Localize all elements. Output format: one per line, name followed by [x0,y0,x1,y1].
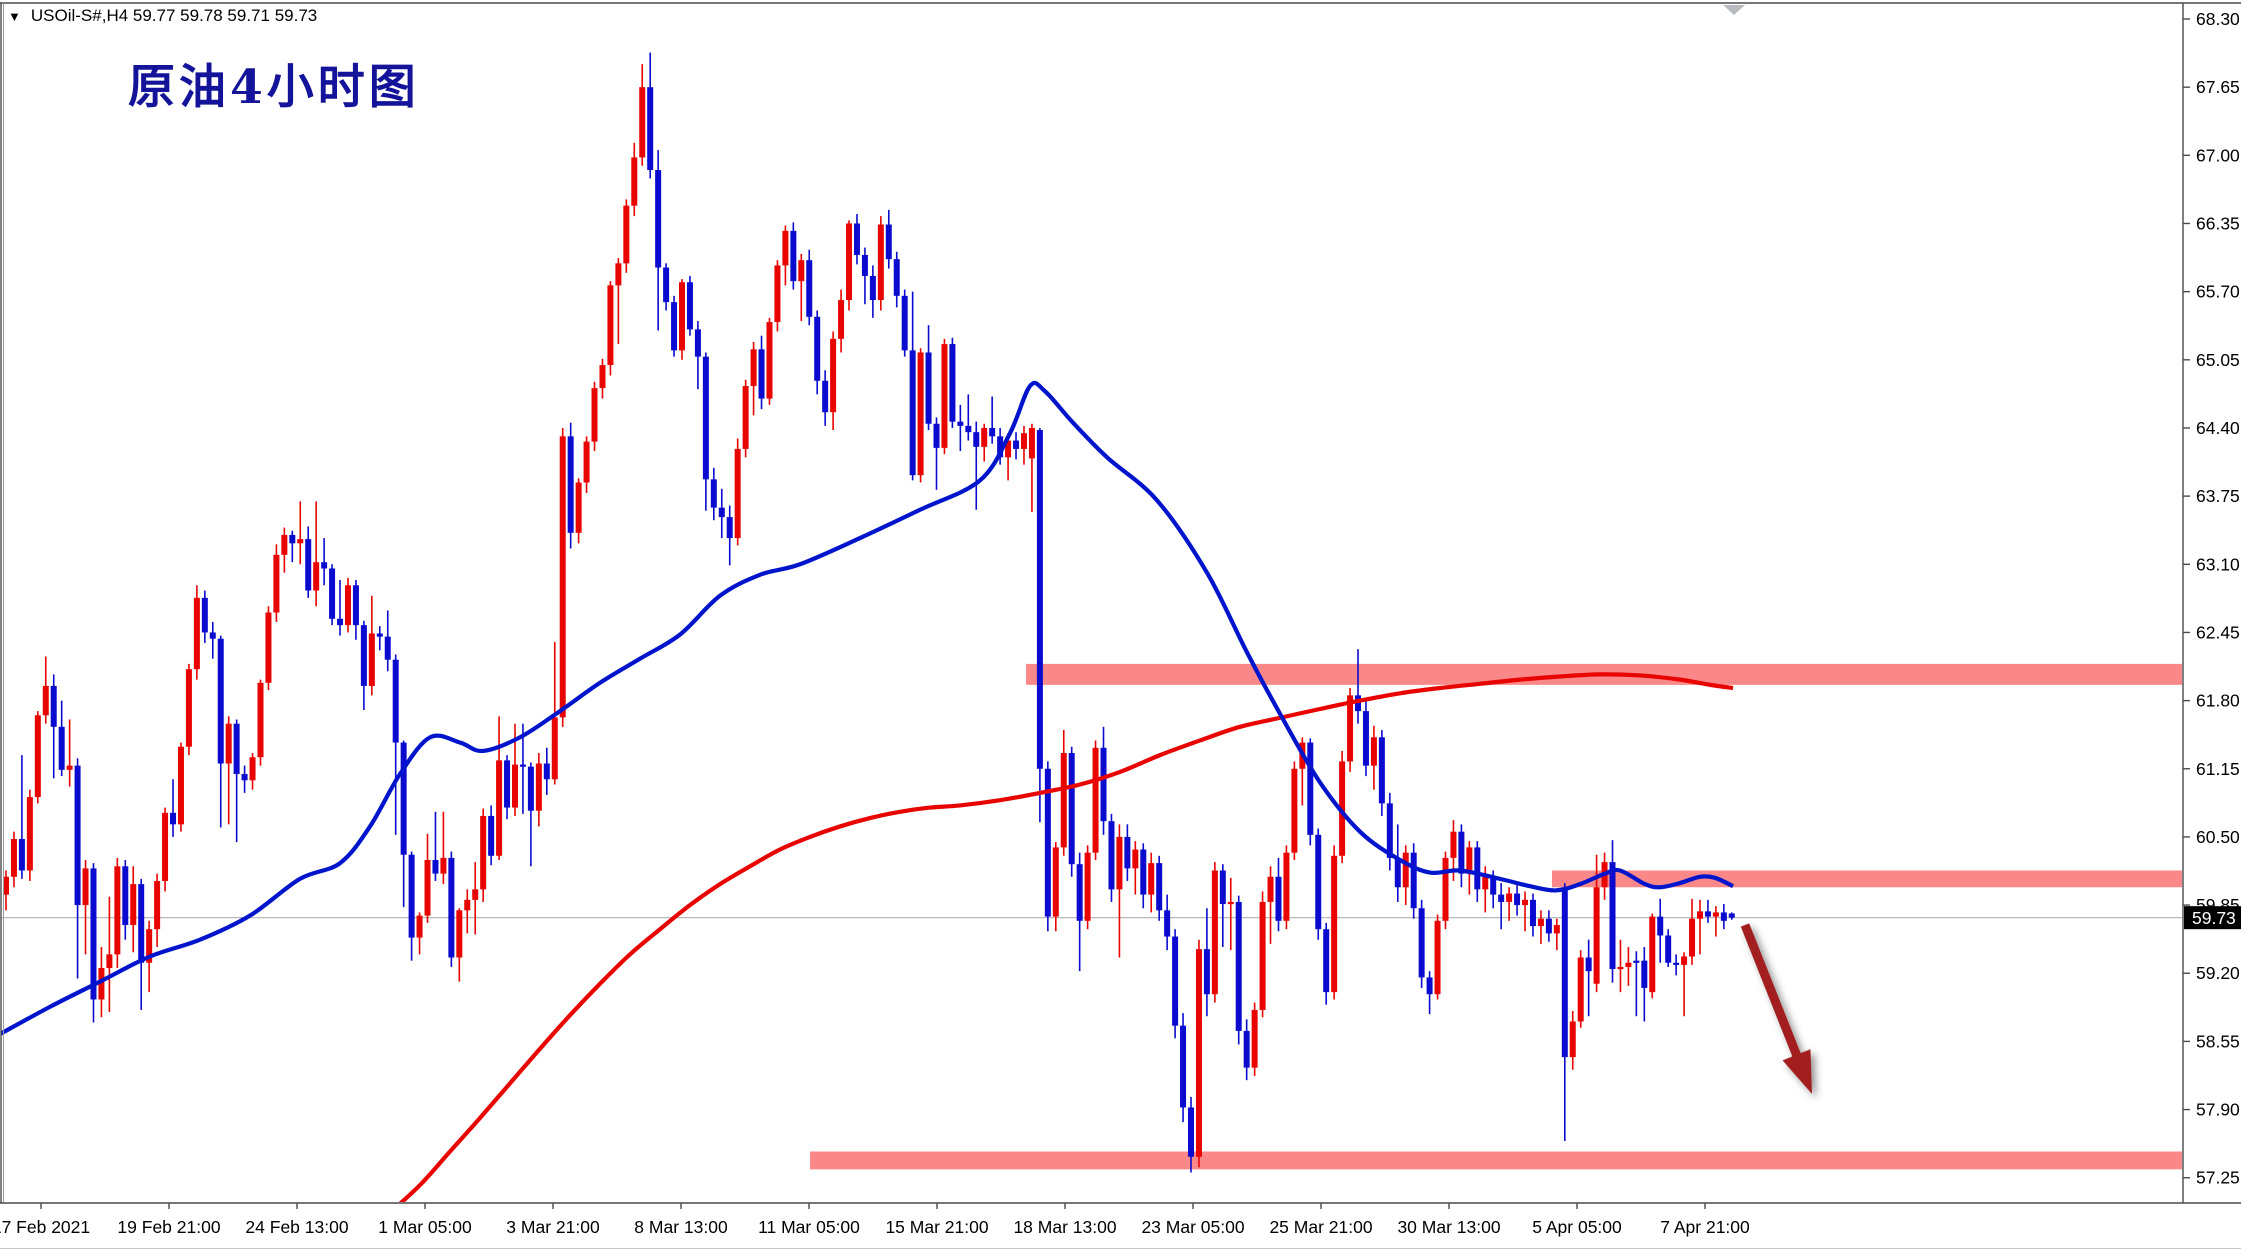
price-tick-label: 65.70 [2196,282,2240,302]
ma-fast-blue-line [1,380,1734,1036]
price-tick-label: 64.40 [2196,418,2240,438]
candlestick-series [3,52,1735,1173]
ma-slow-red-line [398,672,1734,1202]
down-arrow-annotation [1740,923,1812,1094]
time-tick-label: 5 Apr 05:00 [1532,1217,1622,1237]
price-axis[interactable]: 68.30 67.65 67.00 66.35 65.70 65.05 64.40 63.75… [2183,9,2240,1188]
current-price-tag: 59.73 [2184,906,2241,930]
time-tick-label: 3 Mar 21:00 [506,1217,600,1237]
price-tick-label: 65.05 [2196,350,2240,370]
zone-support-bottom [810,1151,2182,1170]
autoscroll-triangle-icon[interactable] [1723,5,1745,15]
price-tick-label: 59.20 [2196,963,2240,983]
time-axis[interactable]: 17 Feb 2021 19 Feb 21:00 24 Feb 13:00 1 Mar… [0,1203,1750,1237]
price-tick-label: 57.25 [2196,1168,2240,1188]
time-tick-label: 7 Apr 21:00 [1660,1217,1750,1237]
price-tick-label: 57.90 [2196,1100,2240,1120]
time-tick-label: 25 Mar 21:00 [1269,1217,1372,1237]
price-tick-label: 61.80 [2196,691,2240,711]
price-tick-label: 63.75 [2196,486,2240,506]
symbol-title-bar[interactable]: ▼ USOil-S#,H4 59.77 59.78 59.71 59.73 [8,6,317,26]
price-tick-label: 68.30 [2196,9,2240,29]
price-tick-label: 62.45 [2196,622,2240,642]
price-tick-label: 58.55 [2196,1031,2240,1051]
annotation-title: 原油4小时图 [128,60,420,115]
price-tick-label: 67.00 [2196,145,2240,165]
svg-text:59.73: 59.73 [2192,908,2236,928]
symbol-dropdown-icon[interactable]: ▼ [8,8,21,24]
time-tick-label: 17 Feb 2021 [0,1217,90,1237]
time-tick-label: 11 Mar 05:00 [758,1217,860,1237]
time-tick-label: 30 Mar 13:00 [1397,1217,1500,1237]
price-tick-label: 67.65 [2196,77,2240,97]
time-tick-label: 8 Mar 13:00 [634,1217,728,1237]
price-tick-label: 63.10 [2196,554,2240,574]
time-tick-label: 23 Mar 05:00 [1141,1217,1244,1237]
price-tick-label: 66.35 [2196,213,2240,233]
time-tick-label: 24 Feb 13:00 [245,1217,348,1237]
time-tick-label: 1 Mar 05:00 [378,1217,472,1237]
price-tick-label: 60.50 [2196,827,2240,847]
plot-area[interactable] [0,52,2183,1215]
time-tick-label: 18 Mar 13:00 [1013,1217,1116,1237]
time-tick-label: 19 Feb 21:00 [117,1217,220,1237]
time-tick-label: 15 Mar 21:00 [885,1217,988,1237]
price-tick-label: 61.15 [2196,759,2240,779]
symbol-ohlc-text: USOil-S#,H4 59.77 59.78 59.71 59.73 [30,6,318,25]
